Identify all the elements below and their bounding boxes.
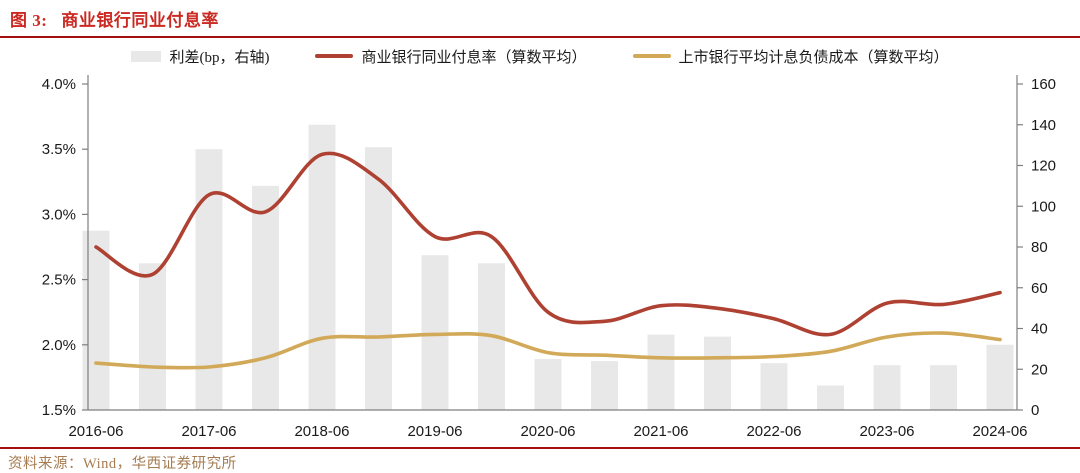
x-tick-label: 2020-06 bbox=[520, 423, 575, 440]
legend-item-spread: 利差(bp，右轴) bbox=[131, 46, 269, 67]
combo-chart: 4.0% 3.5% 3.0% 2.5% 2.0% 1.5% 160 140 120 100 80 60… bbox=[0, 68, 1080, 448]
title-divider bbox=[0, 36, 1080, 38]
left-tick-label: 4.0% bbox=[42, 76, 76, 93]
line-swatch-icon bbox=[632, 54, 671, 58]
x-tick-label: 2019-06 bbox=[407, 423, 462, 440]
spread-bar bbox=[139, 263, 166, 410]
spread-bar bbox=[704, 336, 731, 410]
legend-label: 利差(bp，右轴) bbox=[169, 49, 270, 66]
liability-cost-line bbox=[94, 331, 1002, 370]
figure-title: 图 3: 商业银行同业付息率 bbox=[10, 6, 219, 31]
spread-bar bbox=[591, 361, 618, 410]
spread-bar bbox=[930, 365, 957, 410]
right-tick-label: 20 bbox=[1031, 361, 1048, 378]
legend-label: 商业银行同业付息率（算数平均） bbox=[361, 49, 587, 66]
left-tick-label: 1.5% bbox=[42, 402, 76, 419]
spread-bar bbox=[817, 385, 844, 410]
spread-bar bbox=[82, 230, 110, 410]
spread-bar bbox=[534, 359, 562, 410]
x-tick-label: 2018-06 bbox=[294, 423, 349, 440]
bar-swatch-icon bbox=[131, 50, 162, 62]
x-tick-label: 2022-06 bbox=[746, 423, 801, 440]
left-tick-label: 2.5% bbox=[42, 272, 76, 289]
right-tick-label: 140 bbox=[1031, 117, 1056, 134]
right-tick-label: 120 bbox=[1031, 158, 1056, 175]
spread-bar bbox=[252, 185, 279, 410]
right-tick-label: 80 bbox=[1031, 239, 1048, 256]
legend-label: 上市银行平均计息负债成本（算数平均） bbox=[678, 49, 949, 66]
legend-item-liability-cost: 上市银行平均计息负债成本（算数平均） bbox=[632, 46, 949, 67]
spread-bar bbox=[986, 344, 1014, 410]
left-tick-label: 3.5% bbox=[42, 141, 76, 158]
legend-item-interbank-rate: 商业银行同业付息率（算数平均） bbox=[315, 46, 587, 67]
x-tick-label: 2017-06 bbox=[181, 423, 236, 440]
spread-bar bbox=[873, 365, 901, 410]
figure-title-text: 商业银行同业付息率 bbox=[61, 11, 219, 30]
figure-number: 图 3: bbox=[10, 11, 48, 30]
right-tick-label: 160 bbox=[1031, 76, 1056, 93]
line-swatch-icon bbox=[315, 54, 354, 58]
chart-canvas: 4.0% 3.5% 3.0% 2.5% 2.0% 1.5% 160 140 120 100 80 60… bbox=[42, 75, 1056, 440]
data-source: 资料来源：Wind，华西证券研究所 bbox=[8, 456, 237, 472]
left-tick-label: 2.0% bbox=[42, 337, 76, 354]
interbank-rate-line bbox=[94, 151, 1002, 337]
spread-bar bbox=[195, 149, 223, 410]
right-tick-label: 0 bbox=[1031, 402, 1039, 419]
spread-bar bbox=[365, 147, 392, 410]
x-tick-label: 2023-06 bbox=[859, 423, 914, 440]
left-tick-label: 3.0% bbox=[42, 206, 76, 223]
right-tick-label: 60 bbox=[1031, 280, 1048, 297]
spread-bar bbox=[760, 363, 788, 410]
spread-bar bbox=[647, 334, 675, 410]
right-tick-label: 100 bbox=[1031, 198, 1056, 215]
chart-legend: 利差(bp，右轴) 商业银行同业付息率（算数平均） 上市银行平均计息负债成本（算… bbox=[0, 44, 1080, 68]
x-tick-label: 2021-06 bbox=[633, 423, 688, 440]
spread-bar bbox=[308, 124, 336, 410]
right-tick-label: 40 bbox=[1031, 321, 1048, 338]
footer-divider bbox=[0, 447, 1080, 449]
x-tick-label: 2016-06 bbox=[68, 423, 123, 440]
x-tick-label: 2024-06 bbox=[972, 423, 1027, 440]
